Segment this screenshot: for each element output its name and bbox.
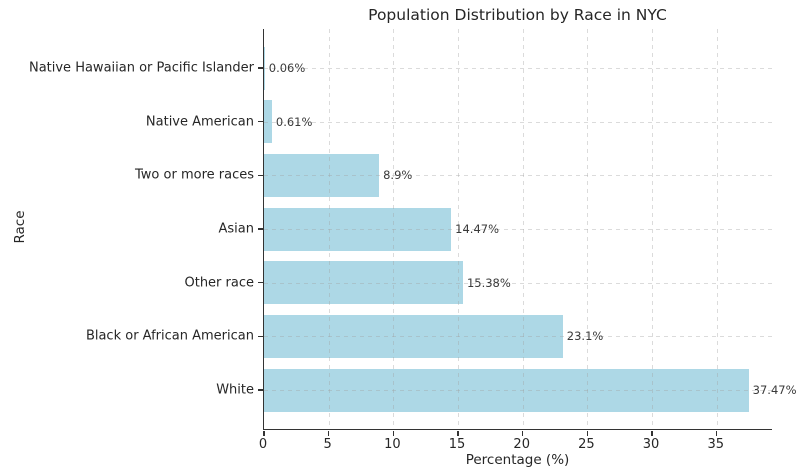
x-tick-label: 30 <box>642 437 660 452</box>
x-tick-label: 10 <box>384 437 401 452</box>
bar <box>264 46 265 90</box>
bar-value-label: 0.61% <box>275 114 313 129</box>
horizontal-gridline <box>264 175 772 177</box>
x-tick-label: 35 <box>707 437 724 452</box>
bar-value-label: 15.38% <box>466 275 511 290</box>
y-tick-mark <box>257 174 263 177</box>
bar-value-label: 23.1% <box>566 329 604 344</box>
plot-area: 0.06% 0.61% 8.9% 14.47% 15.38% 23.1% 37.47% <box>257 29 797 436</box>
bar <box>264 153 380 197</box>
x-tick-mark <box>327 431 330 436</box>
horizontal-gridline <box>264 229 772 230</box>
horizontal-gridline <box>264 336 772 338</box>
vertical-gridline <box>393 29 395 429</box>
bar-value-label: 14.47% <box>455 222 500 236</box>
category-label: Two or more races <box>135 167 254 183</box>
category-label: Asian <box>218 221 254 237</box>
horizontal-gridline <box>264 282 772 284</box>
x-tick-mark <box>715 431 718 436</box>
x-tick-mark <box>392 431 395 436</box>
y-tick-mark <box>257 67 263 69</box>
x-tick-mark <box>586 431 589 436</box>
bar <box>264 207 452 251</box>
x-tick-label: 15 <box>448 437 466 452</box>
vertical-gridline <box>716 29 718 429</box>
vertical-gridline <box>522 29 524 429</box>
x-tick-mark <box>521 431 524 436</box>
bar <box>264 261 463 305</box>
y-tick-mark <box>257 228 263 230</box>
x-tick-label: 20 <box>513 437 530 452</box>
bar-value-label: 37.47% <box>752 383 797 398</box>
category-label: Black or African American <box>85 328 254 344</box>
x-tick-mark <box>457 431 459 436</box>
category-label: White <box>216 382 254 398</box>
x-axis-label: Percentage (%) <box>465 452 570 468</box>
x-tick-label: 0 <box>258 437 268 452</box>
vertical-gridline <box>458 29 460 429</box>
vertical-gridline <box>652 29 654 429</box>
y-tick-mark <box>257 335 263 338</box>
chart-title: Population Distribution by Race in NYC <box>368 6 667 24</box>
x-tick-mark <box>651 431 653 436</box>
horizontal-gridline <box>264 68 772 69</box>
horizontal-gridline <box>264 390 772 392</box>
x-tick-mark <box>263 431 265 436</box>
y-tick-mark <box>257 120 263 123</box>
category-label: Native American <box>145 114 254 130</box>
bar <box>264 314 563 358</box>
bar <box>264 100 272 144</box>
x-tick-label: 5 <box>323 437 332 452</box>
bar-value-label: 0.06% <box>268 61 306 75</box>
bar-value-label: 8.9% <box>383 168 413 183</box>
vertical-gridline <box>587 29 589 429</box>
x-tick-label: 25 <box>578 437 595 452</box>
y-tick-mark <box>257 281 263 284</box>
category-label: Other race <box>184 275 254 291</box>
category-label: Native Hawaiian or Pacific Islander <box>28 60 254 76</box>
bar <box>264 368 749 412</box>
vertical-gridline <box>328 29 330 429</box>
y-tick-mark <box>257 389 263 391</box>
horizontal-gridline <box>264 121 772 123</box>
